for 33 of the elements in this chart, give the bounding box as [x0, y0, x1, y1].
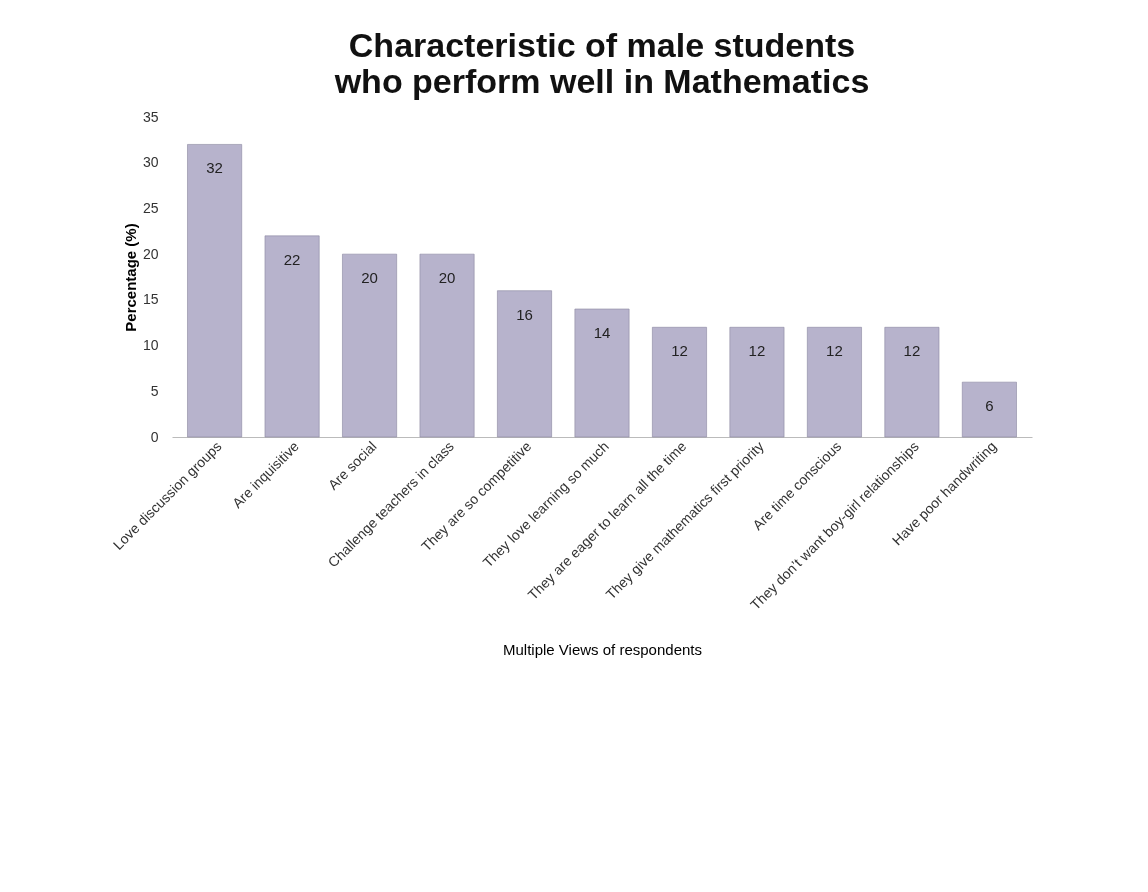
data-label: 6: [985, 397, 994, 415]
x-axis-title: Multiple Views of respondents: [503, 640, 702, 658]
y-axis-title: Percentage (%): [121, 223, 139, 332]
bar: [264, 235, 320, 438]
y-tick-label: 0: [150, 428, 159, 445]
bar: [419, 253, 475, 438]
bar: [652, 326, 707, 438]
y-tick-label: 25: [142, 199, 159, 216]
bar: [342, 253, 397, 438]
data-label: 12: [903, 342, 921, 360]
data-label: 12: [748, 342, 766, 360]
bar: [961, 381, 1017, 438]
bar: [497, 290, 552, 438]
y-tick-label: 15: [142, 291, 159, 308]
data-label: 12: [671, 342, 688, 360]
y-tick-label: 30: [142, 154, 159, 171]
y-tick-label: 10: [142, 337, 159, 354]
bar: [187, 144, 243, 438]
y-tick-label: 35: [142, 108, 159, 125]
data-label: 20: [361, 269, 378, 287]
bar: [729, 326, 785, 438]
bar: [807, 326, 862, 438]
y-tick-label: 5: [150, 382, 159, 399]
data-label: 14: [593, 324, 611, 341]
data-label: 16: [516, 305, 533, 323]
chart-title: Characteristic of male students who perform well in Mathematics: [333, 26, 870, 100]
data-label: 22: [283, 250, 301, 268]
bar: [574, 308, 630, 438]
y-tick-label: 20: [142, 245, 159, 262]
data-label: 20: [438, 269, 456, 287]
data-label: 12: [826, 342, 843, 360]
data-label: 32: [206, 159, 223, 177]
bar: [884, 326, 940, 438]
